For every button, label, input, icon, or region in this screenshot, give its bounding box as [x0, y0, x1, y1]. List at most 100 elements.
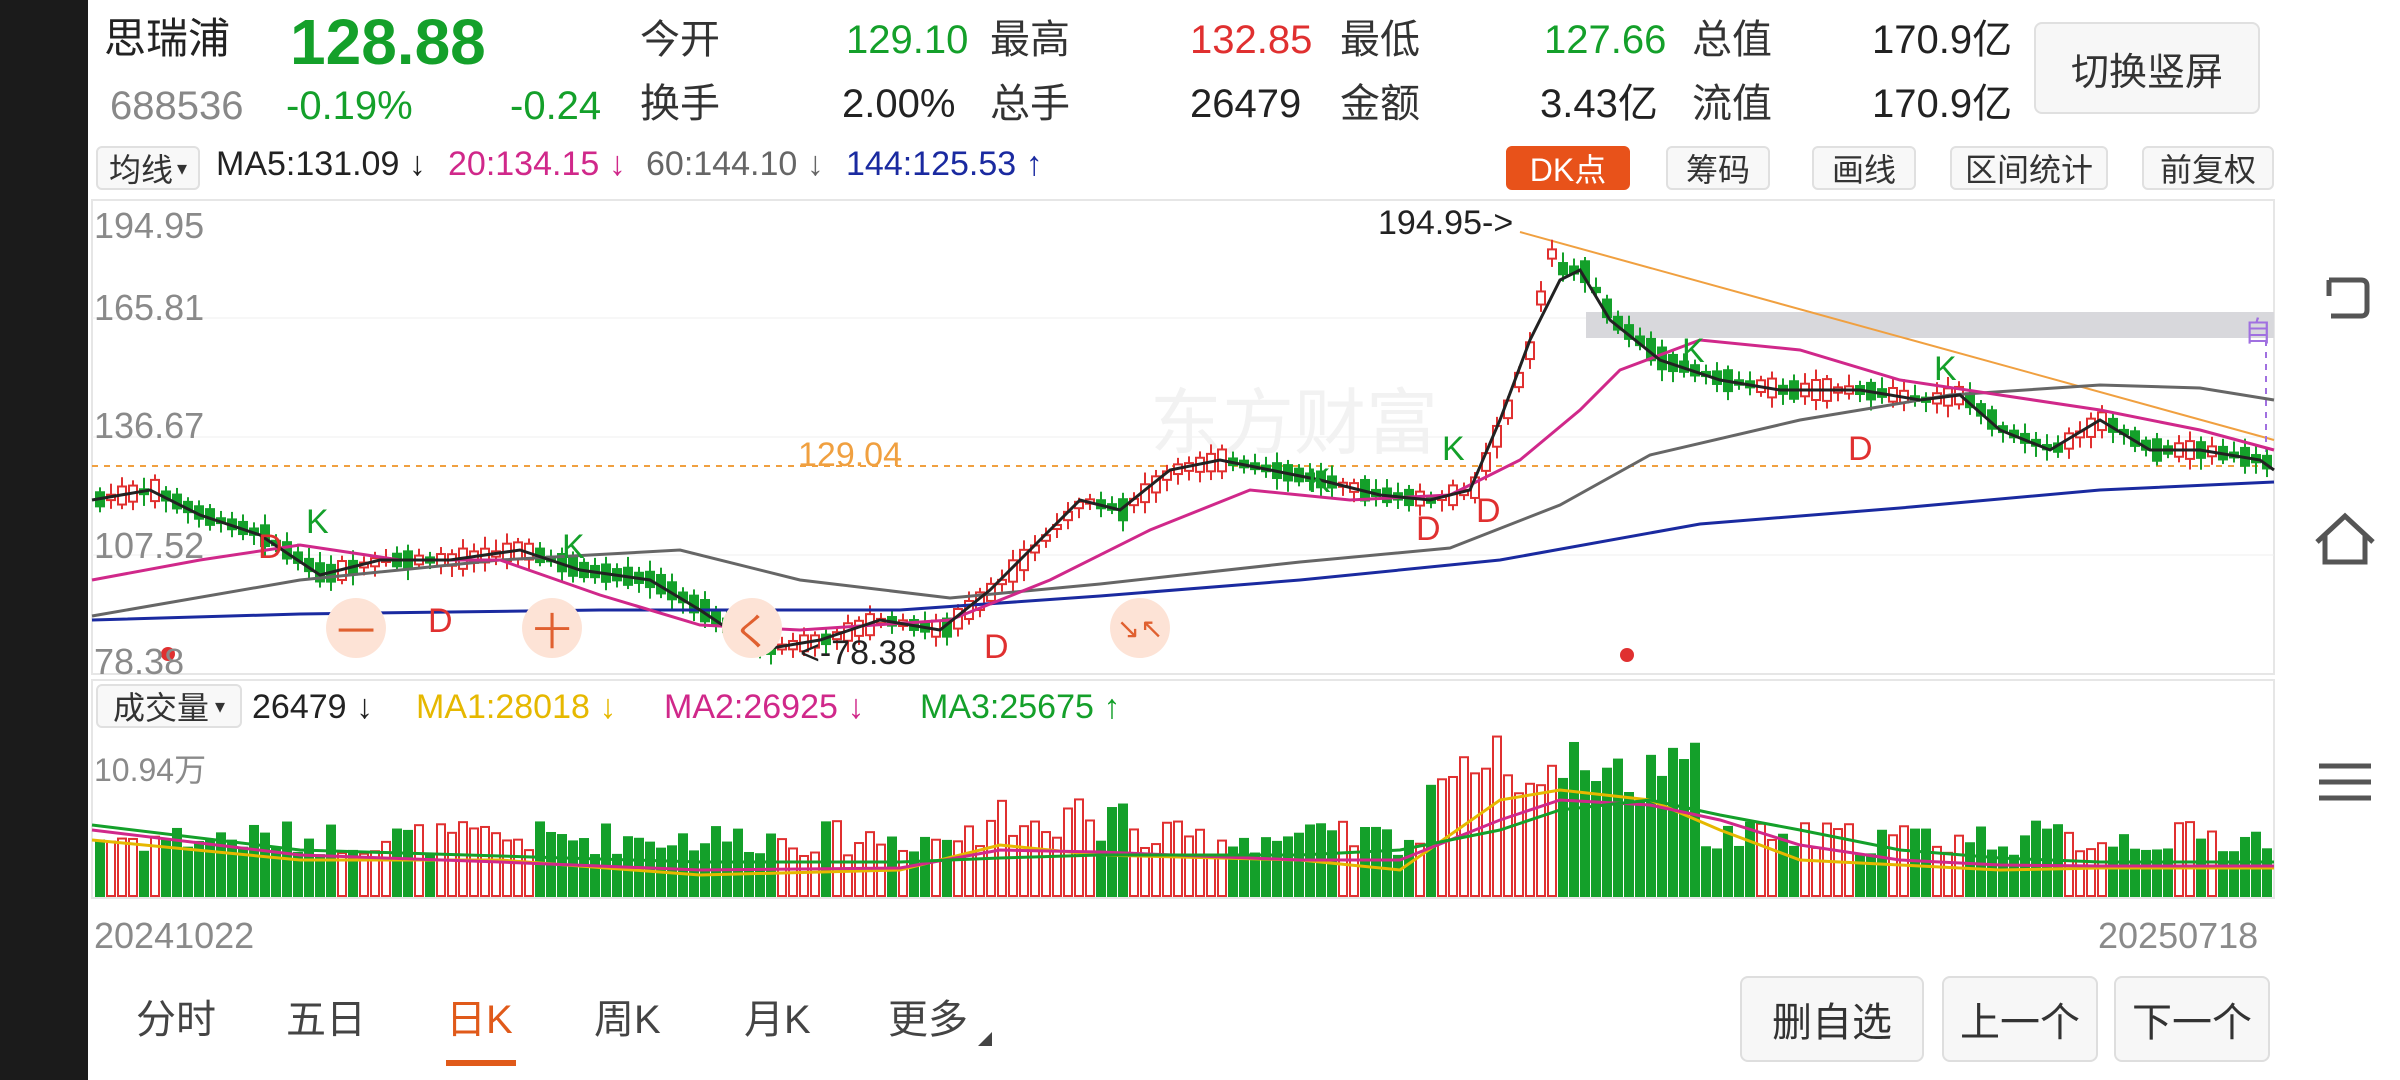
tab-minute[interactable]: 分时 — [136, 998, 216, 1042]
tab-five-day[interactable]: 五日 — [286, 998, 366, 1042]
axis-price-4: 107.52 — [94, 525, 205, 566]
system-left-bar — [0, 0, 88, 1080]
volume-bar — [1569, 741, 1579, 898]
k-marker: K — [1308, 462, 1331, 500]
home-icon[interactable] — [2305, 500, 2385, 580]
volume-bar — [1745, 821, 1755, 898]
volume-bar — [1789, 845, 1799, 898]
volume-bar — [1426, 784, 1436, 898]
volume-bar — [1635, 801, 1645, 898]
volume-bar — [1646, 754, 1656, 897]
open-label: 今开 — [640, 18, 720, 62]
event-badge[interactable]: く — [722, 598, 782, 658]
ma-select-label: 均线 — [108, 152, 173, 188]
high-annotation: 194.95-> — [1378, 204, 1514, 242]
d-marker: D — [1476, 492, 1501, 530]
switch-portrait-button[interactable]: 切换竖屏 — [2034, 22, 2260, 114]
tab-month-k[interactable]: 月K — [744, 998, 811, 1042]
volume-bar — [1734, 845, 1744, 898]
volume-bar — [535, 821, 545, 898]
volume-bar — [359, 852, 369, 898]
event-badge[interactable]: 十 — [522, 598, 582, 658]
float-value: 170.9亿 — [1872, 82, 2013, 126]
chips-button[interactable]: 筹码 — [1666, 146, 1770, 190]
remove-watchlist-button[interactable]: 删自选 — [1740, 976, 1924, 1062]
next-stock-button[interactable]: 下一个 — [2114, 976, 2270, 1062]
volume-bar — [216, 832, 226, 897]
volume-bar — [117, 837, 127, 898]
volume-bar — [1085, 819, 1095, 897]
volume-bar — [227, 839, 237, 897]
low-value: 127.66 — [1544, 18, 1667, 62]
volume-bar — [1668, 747, 1678, 897]
volume-bar — [1580, 770, 1590, 898]
tab-day-k[interactable]: 日K — [446, 998, 513, 1042]
volume-bar — [1184, 835, 1194, 897]
tab-week-k[interactable]: 周K — [594, 998, 661, 1042]
volume-value: 26479 ↓ — [252, 688, 373, 726]
high-value: 132.85 — [1190, 18, 1313, 62]
low-annotation: <-78.38 — [800, 634, 917, 672]
volume-bar — [1514, 792, 1524, 897]
volume-bar — [1239, 837, 1249, 898]
volume-bar — [1844, 823, 1854, 897]
ma20-value: 20:134.15 ↓ — [448, 145, 626, 183]
volume-bar — [1492, 735, 1502, 898]
volume-bar — [1723, 825, 1733, 898]
back-icon[interactable] — [2305, 258, 2385, 338]
menu-icon[interactable] — [2305, 742, 2385, 822]
volume-bar — [568, 840, 578, 898]
draw-line-button[interactable]: 画线 — [1812, 146, 1916, 190]
volume-bar — [1404, 839, 1414, 897]
ma144-line — [91, 480, 2275, 622]
tab-more[interactable]: 更多 — [888, 998, 968, 1042]
trend-line — [1519, 231, 2275, 441]
volume-select[interactable]: 成交量 ▾ — [96, 684, 242, 728]
volume-bar — [183, 846, 193, 897]
volume-bar — [1360, 827, 1370, 897]
volume-bar — [799, 854, 809, 897]
dk-point-button[interactable]: DK点 — [1506, 146, 1630, 190]
volume-bar — [128, 837, 138, 897]
volume-bar — [1558, 777, 1568, 897]
event-badge[interactable]: ↘↖ — [1110, 598, 1170, 658]
low-label: 最低 — [1340, 18, 1420, 62]
signal-dot — [1620, 648, 1634, 662]
volume-bar — [1679, 759, 1689, 897]
volume-bar — [139, 850, 149, 898]
ma5-line — [91, 268, 2275, 652]
volume-bar — [2108, 846, 2118, 897]
cap-value: 170.9亿 — [1872, 18, 2013, 62]
system-nav-bar — [2290, 0, 2400, 1080]
volume-bar — [1778, 833, 1788, 897]
event-badge[interactable]: 一 — [326, 598, 386, 658]
volume-bar — [1932, 845, 1942, 898]
volume-bar — [1118, 803, 1128, 897]
volume-bar — [1811, 846, 1821, 897]
candle — [1558, 262, 1568, 276]
volume-bar — [2218, 851, 2228, 898]
amount-label: 金额 — [1340, 82, 1420, 126]
volume-bar — [2097, 842, 2107, 898]
cap-label: 总值 — [1692, 18, 1772, 62]
caret-down-icon: ▾ — [176, 157, 188, 180]
volume-bar — [1140, 846, 1150, 897]
vol-ma3-line — [91, 798, 2274, 864]
prev-stock-button[interactable]: 上一个 — [1942, 976, 2098, 1062]
adjust-button[interactable]: 前复权 — [2142, 146, 2274, 190]
volume-bar — [1855, 854, 1865, 897]
volume-bar — [832, 820, 842, 898]
volume-bar — [2229, 851, 2239, 898]
volume-bar — [1701, 846, 1711, 898]
float-label: 流值 — [1692, 82, 1772, 126]
volume-bar — [909, 851, 919, 897]
volume-bar — [172, 827, 182, 897]
range-stats-button[interactable]: 区间统计 — [1950, 146, 2108, 190]
ma-select[interactable]: 均线 ▾ — [96, 146, 200, 190]
volume-bar — [942, 839, 952, 898]
volume-bar — [1591, 781, 1601, 898]
d-marker: D — [1416, 510, 1441, 548]
volume-bar — [106, 840, 116, 897]
volume-axis-max: 10.94万 — [94, 752, 207, 788]
